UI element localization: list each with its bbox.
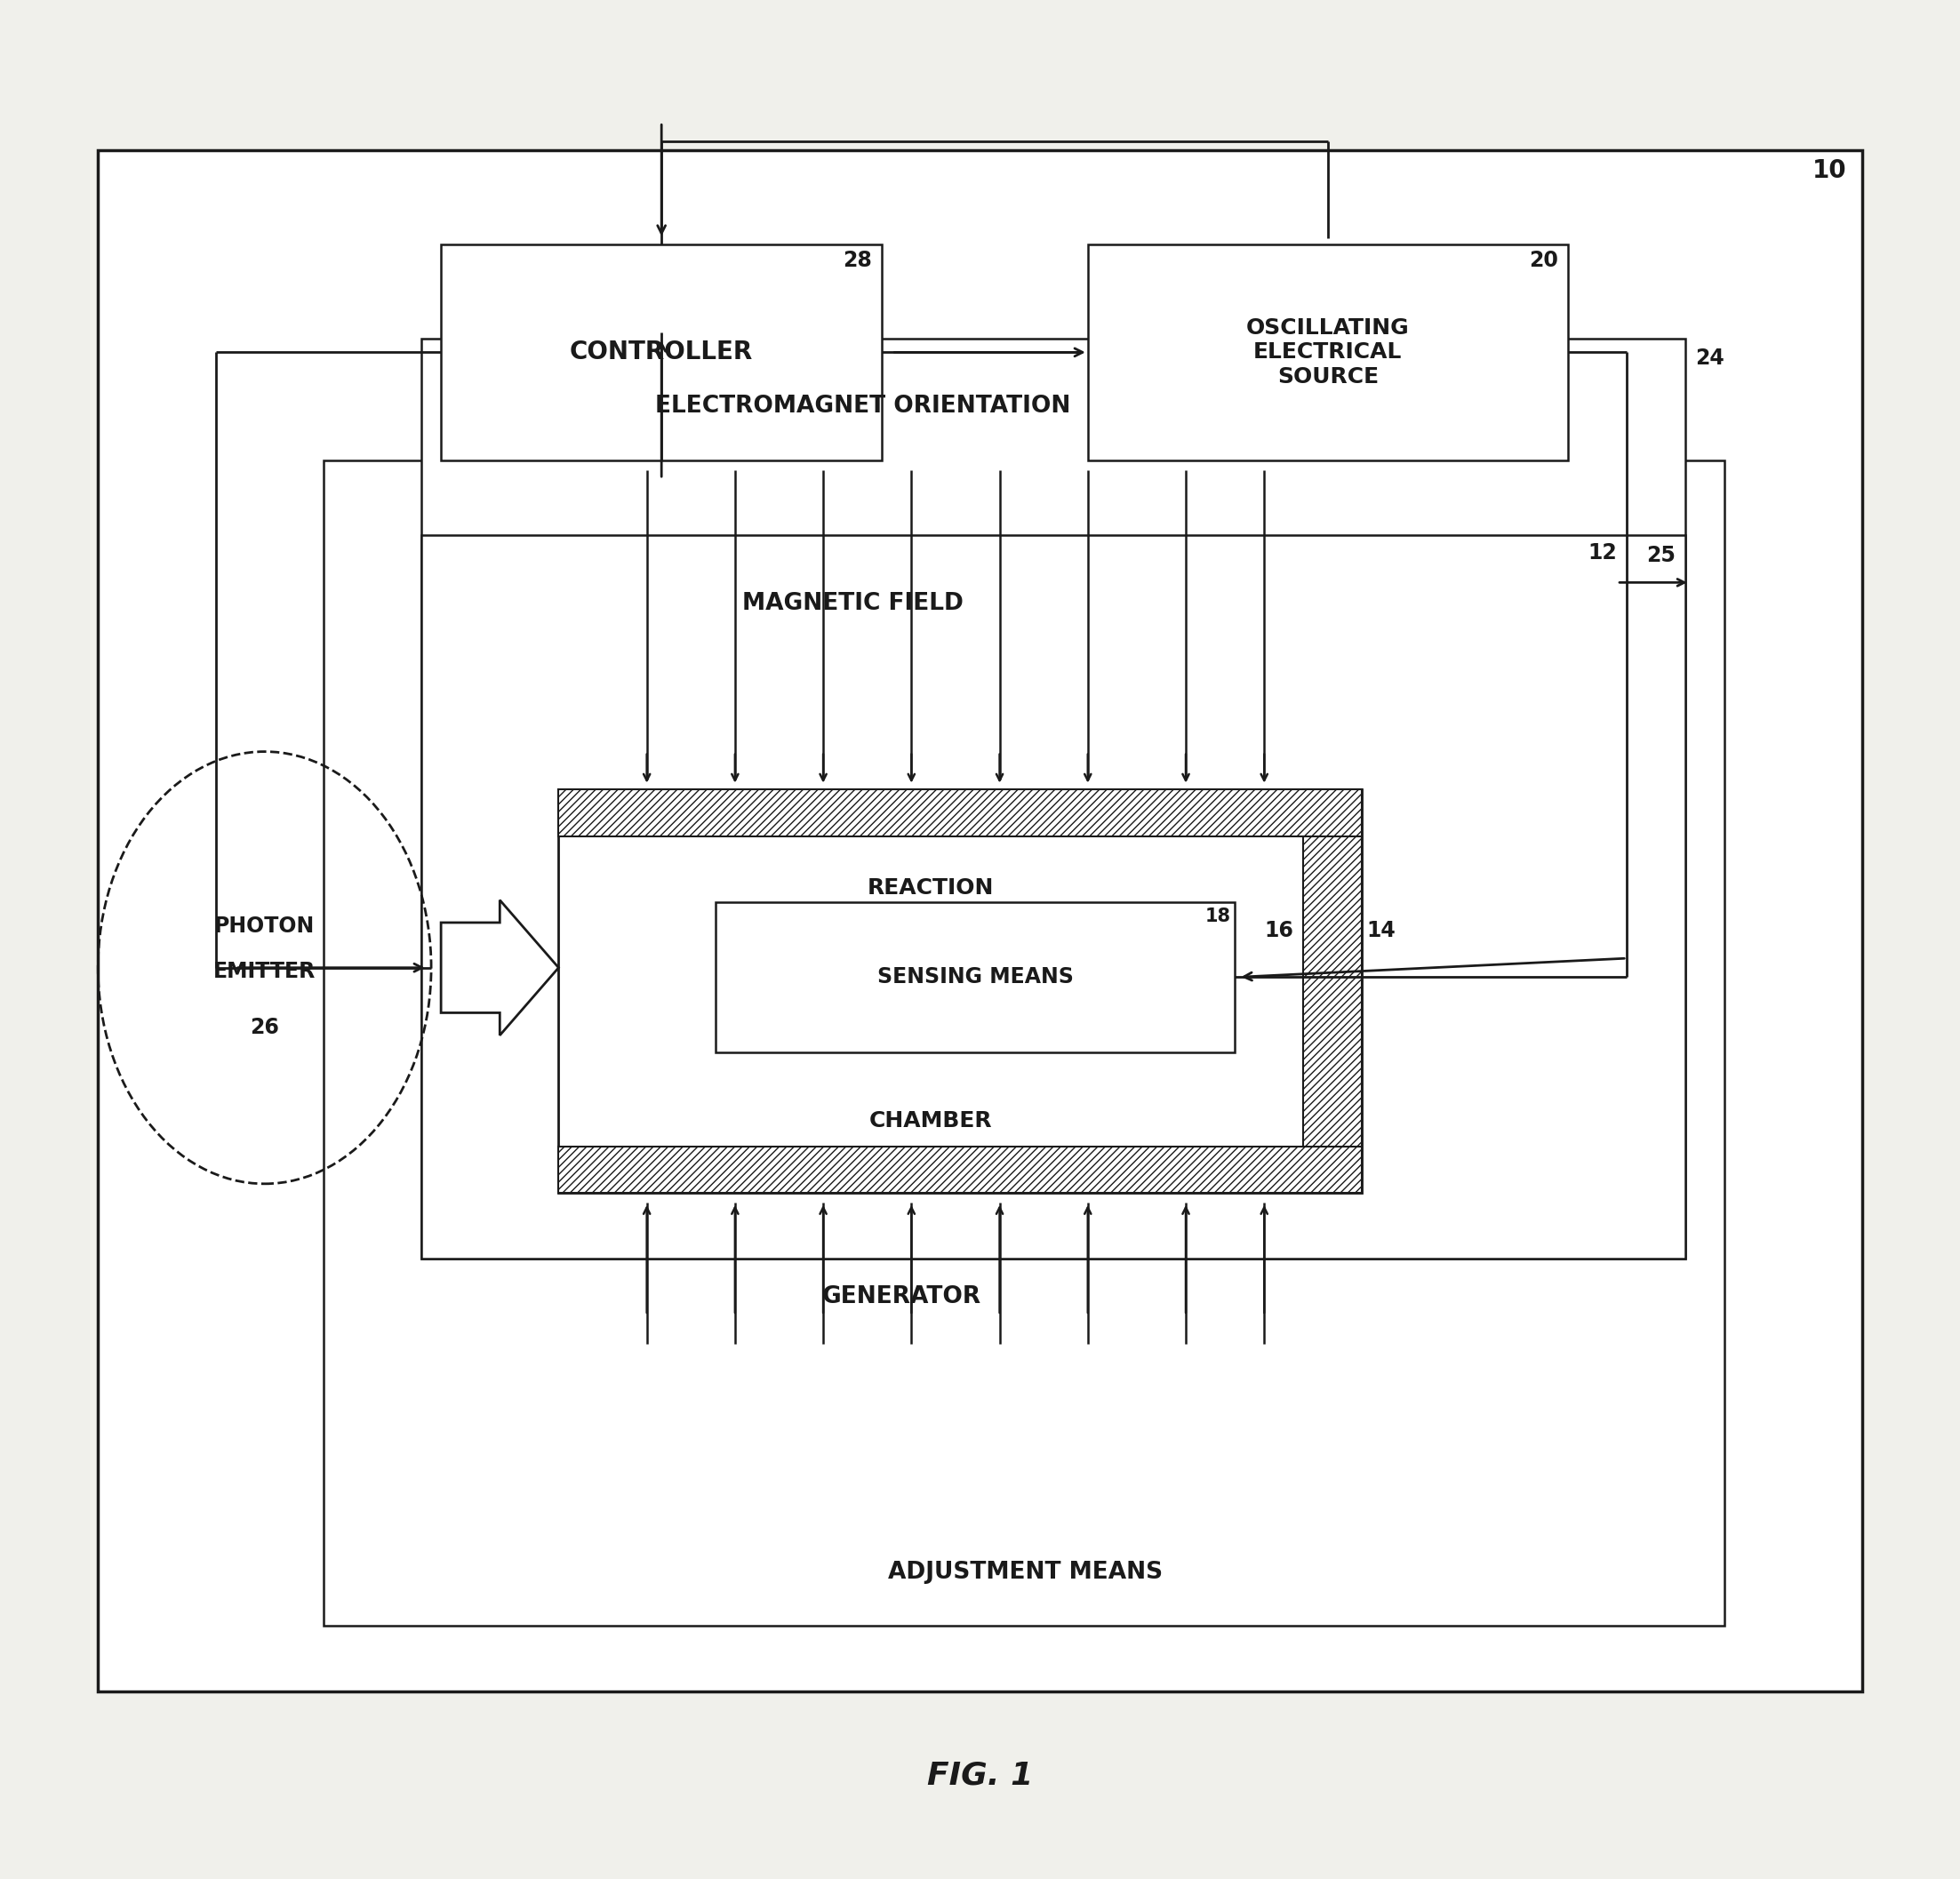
Bar <box>1088 244 1568 460</box>
Text: PHOTON: PHOTON <box>214 915 316 938</box>
Bar <box>421 338 1686 1259</box>
Text: CONTROLLER: CONTROLLER <box>570 340 753 365</box>
Text: 25: 25 <box>1646 545 1676 566</box>
Text: 20: 20 <box>1529 250 1558 271</box>
Bar <box>441 244 882 460</box>
Text: GENERATOR: GENERATOR <box>821 1285 982 1308</box>
Bar <box>1303 789 1362 1193</box>
Bar <box>323 460 1725 1625</box>
Text: 24: 24 <box>1695 348 1725 368</box>
Bar <box>421 536 1686 1259</box>
Text: SENSING MEANS: SENSING MEANS <box>876 966 1074 988</box>
Text: OSCILLATING
ELECTRICAL
SOURCE: OSCILLATING ELECTRICAL SOURCE <box>1247 318 1409 387</box>
Bar <box>559 789 1362 1193</box>
Text: EMITTER: EMITTER <box>214 960 316 983</box>
FancyArrow shape <box>441 900 559 1035</box>
Text: 10: 10 <box>1811 158 1846 182</box>
Bar <box>559 1146 1362 1193</box>
Text: 14: 14 <box>1366 921 1396 941</box>
Text: FIG. 1: FIG. 1 <box>927 1761 1033 1791</box>
Text: 26: 26 <box>251 1017 278 1039</box>
Text: 18: 18 <box>1205 908 1231 924</box>
Text: ADJUSTMENT MEANS: ADJUSTMENT MEANS <box>888 1561 1162 1584</box>
Text: REACTION: REACTION <box>868 877 994 898</box>
Bar <box>98 150 1862 1691</box>
Text: 28: 28 <box>843 250 872 271</box>
Bar <box>559 789 1362 836</box>
Text: ELECTROMAGNET ORIENTATION: ELECTROMAGNET ORIENTATION <box>655 395 1070 417</box>
Text: 12: 12 <box>1588 543 1617 564</box>
Text: 16: 16 <box>1264 921 1294 941</box>
Text: MAGNETIC FIELD: MAGNETIC FIELD <box>743 592 962 614</box>
Bar <box>715 902 1235 1052</box>
Text: CHAMBER: CHAMBER <box>870 1110 992 1131</box>
